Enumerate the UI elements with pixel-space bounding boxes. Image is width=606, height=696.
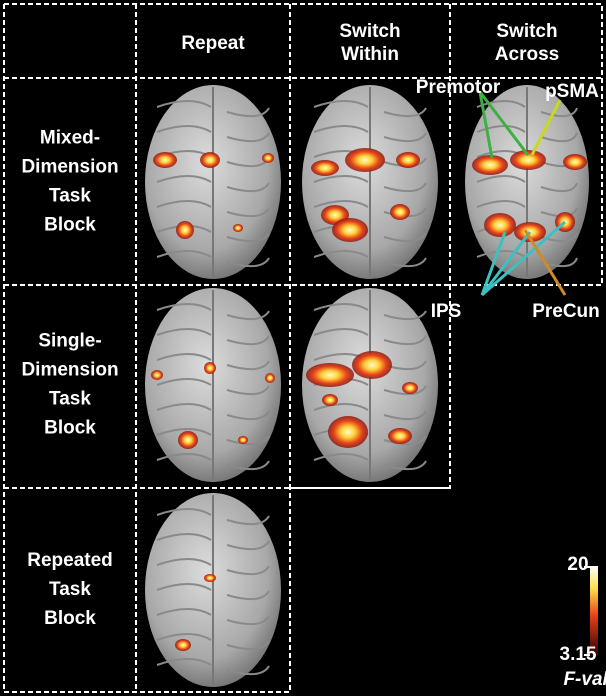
activation <box>328 416 368 448</box>
activation <box>265 373 275 383</box>
column-header: Repeat <box>181 33 245 54</box>
row-header: Mixed- <box>40 128 100 149</box>
activation <box>352 351 392 379</box>
column-header: Switch <box>339 21 400 42</box>
colorbar-title: F-values <box>563 669 606 690</box>
activation <box>153 152 177 168</box>
activation <box>390 204 410 220</box>
region-label: pSMA <box>545 81 599 102</box>
page: RepeatSwitchWithinSwitchAcrossMixed-Dime… <box>0 0 606 696</box>
activation <box>204 574 216 582</box>
activation <box>484 213 516 237</box>
column-header: Across <box>495 44 559 65</box>
row-header: Block <box>44 215 96 236</box>
activation <box>204 362 216 374</box>
activation <box>151 370 163 380</box>
row-header: Repeated <box>27 550 113 571</box>
activation <box>238 436 248 444</box>
colorbar-min: 3.15 <box>560 644 597 665</box>
activation <box>175 639 191 651</box>
activation <box>345 148 385 172</box>
activation <box>563 154 587 170</box>
figure: RepeatSwitchWithinSwitchAcrossMixed-Dime… <box>0 0 606 696</box>
activation <box>322 394 338 406</box>
column-header: Within <box>341 44 399 65</box>
row-header: Dimension <box>21 360 118 381</box>
colorbar-max: 20 <box>567 554 588 575</box>
activation <box>176 221 194 239</box>
activation <box>402 382 418 394</box>
activation <box>178 431 198 449</box>
column-header: Switch <box>496 21 557 42</box>
region-label: PreCun <box>532 301 600 322</box>
activation <box>472 155 508 175</box>
brain-images <box>145 85 598 687</box>
region-label: Premotor <box>416 77 501 98</box>
activation <box>388 428 412 444</box>
activation <box>311 160 339 176</box>
activation <box>200 152 220 168</box>
row-header: Dimension <box>21 157 118 178</box>
activation <box>306 363 354 387</box>
activation <box>233 224 243 232</box>
activation <box>396 152 420 168</box>
row-header: Single- <box>38 331 101 352</box>
row-header: Task <box>49 389 91 410</box>
row-header: Block <box>44 418 96 439</box>
row-header: Task <box>49 579 91 600</box>
row-header: Block <box>44 608 96 629</box>
activation <box>262 153 274 163</box>
row-header: Task <box>49 186 91 207</box>
activation <box>332 218 368 242</box>
colorbar <box>590 566 598 656</box>
region-label: IPS <box>431 301 462 322</box>
